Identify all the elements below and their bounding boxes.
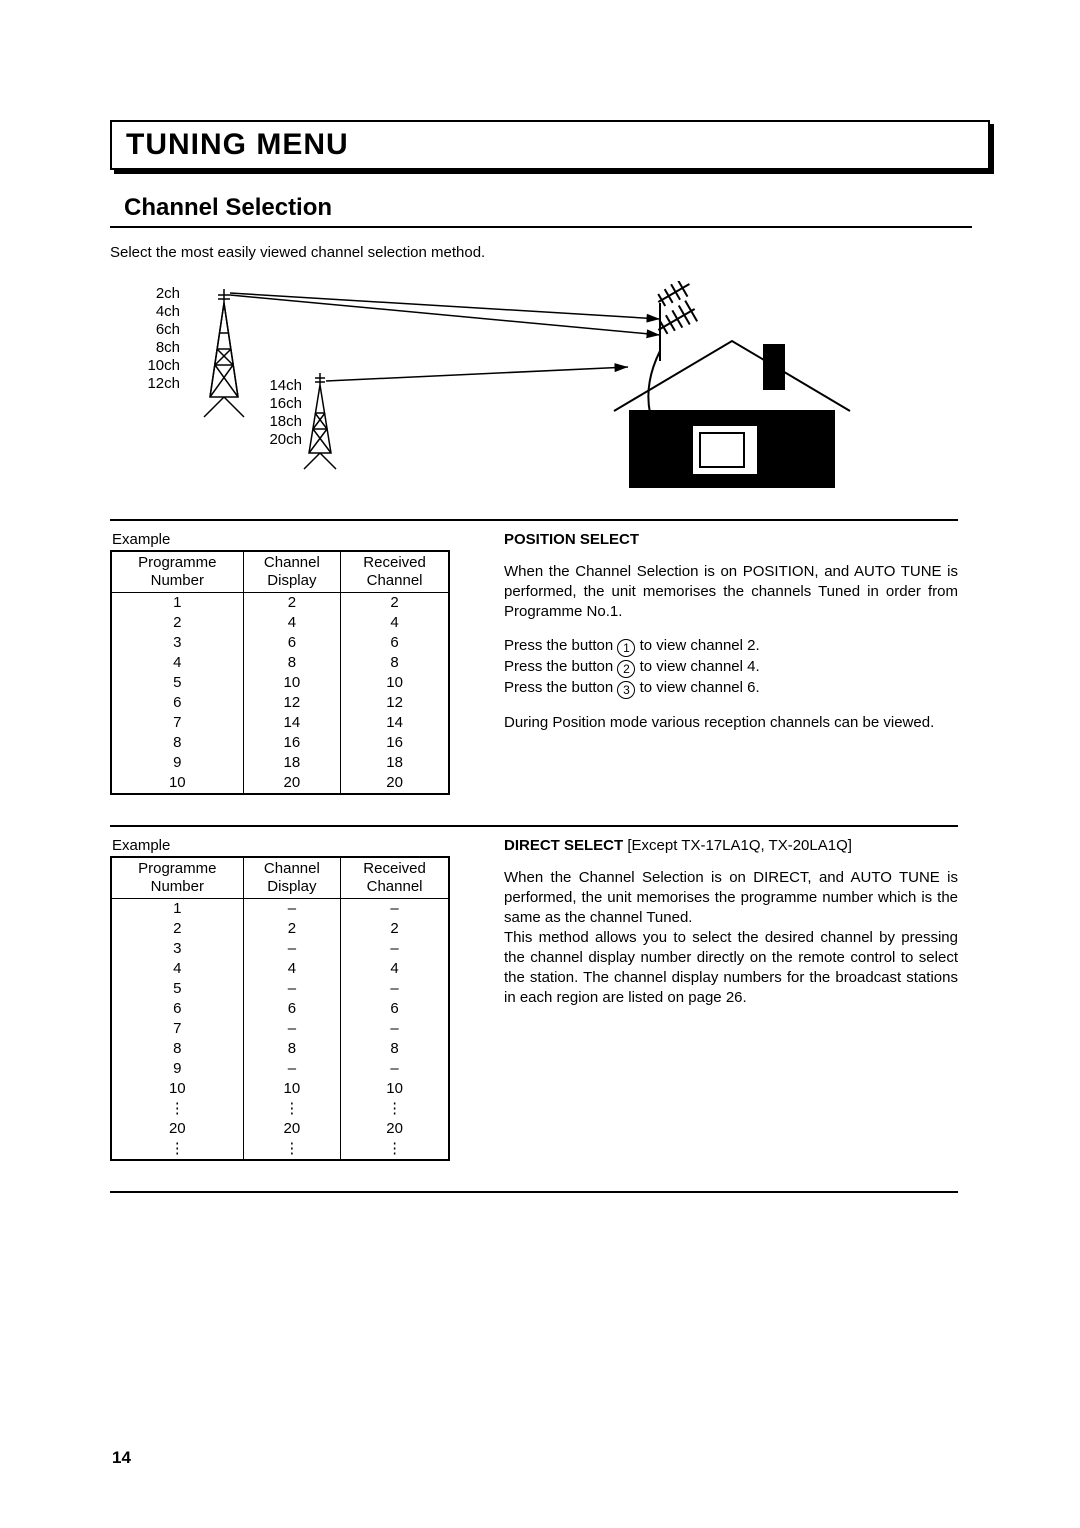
channel-diagram: 2ch4ch6ch8ch10ch12ch 14ch16ch18ch20ch (110, 281, 958, 501)
table-row: 202020 (111, 1119, 449, 1139)
table-header: ReceivedChannel (341, 551, 449, 593)
example-label: Example (112, 837, 450, 854)
divider (110, 825, 958, 827)
page-title: TUNING MENU (126, 128, 974, 162)
button-1-icon: 1 (617, 639, 635, 657)
divider (110, 519, 958, 521)
table-row: 5–– (111, 979, 449, 999)
table-row: 9–– (111, 1059, 449, 1079)
page-number: 14 (112, 1448, 131, 1468)
table-row: ⋮⋮⋮ (111, 1139, 449, 1160)
press-line-2: Press the button 2 to view channel 4. (504, 657, 958, 678)
intro-text: Select the most easily viewed channel se… (110, 244, 958, 261)
table-row: ⋮⋮⋮ (111, 1099, 449, 1119)
table-header: ChannelDisplay (243, 551, 341, 593)
button-2-icon: 2 (617, 660, 635, 678)
press-line-1: Press the button 1 to view channel 2. (504, 636, 958, 657)
button-3-icon: 3 (617, 681, 635, 699)
divider (110, 1191, 958, 1193)
diagram-svg (110, 281, 958, 501)
table-header: ProgrammeNumber (111, 857, 243, 899)
example-table-2: ProgrammeNumberChannelDisplayReceivedCha… (110, 856, 450, 1161)
table-row: 51010 (111, 673, 449, 693)
direct-select-para2: This method allows you to select the des… (504, 928, 958, 1008)
table-row: 91818 (111, 753, 449, 773)
example-table-1: ProgrammeNumberChannelDisplayReceivedCha… (110, 550, 450, 795)
position-select-heading: POSITION SELECT (504, 531, 958, 548)
position-select-para2: During Position mode various reception c… (504, 713, 958, 733)
table-header: ProgrammeNumber (111, 551, 243, 593)
direct-select-heading: DIRECT SELECT [Except TX-17LA1Q, TX-20LA… (504, 837, 958, 854)
table-row: 488 (111, 653, 449, 673)
table-row: 102020 (111, 773, 449, 794)
table-header: ReceivedChannel (341, 857, 449, 899)
title-box: TUNING MENU (110, 120, 990, 170)
table-row: 101010 (111, 1079, 449, 1099)
direct-select-para1: When the Channel Selection is on DIRECT,… (504, 868, 958, 928)
position-select-para1: When the Channel Selection is on POSITIO… (504, 562, 958, 622)
table-row: 61212 (111, 693, 449, 713)
table-row: 666 (111, 999, 449, 1019)
table-row: 7–– (111, 1019, 449, 1039)
section-direct-select: Example ProgrammeNumberChannelDisplayRec… (110, 837, 958, 1161)
table-row: 222 (111, 919, 449, 939)
subtitle: Channel Selection (110, 194, 972, 228)
table-header: ChannelDisplay (243, 857, 341, 899)
table-row: 444 (111, 959, 449, 979)
table-row: 1–– (111, 899, 449, 920)
table-row: 122 (111, 593, 449, 614)
table-row: 888 (111, 1039, 449, 1059)
press-line-3: Press the button 3 to view channel 6. (504, 678, 958, 699)
example-label: Example (112, 531, 450, 548)
table-row: 244 (111, 613, 449, 633)
section-position-select: Example ProgrammeNumberChannelDisplayRec… (110, 531, 958, 795)
table-row: 366 (111, 633, 449, 653)
table-row: 3–– (111, 939, 449, 959)
table-row: 71414 (111, 713, 449, 733)
table-row: 81616 (111, 733, 449, 753)
